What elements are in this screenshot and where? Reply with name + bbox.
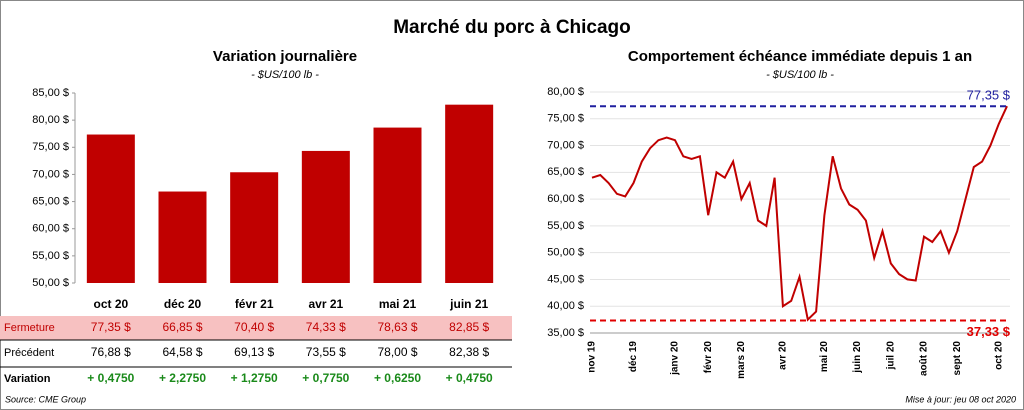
row-label: Variation [4, 373, 51, 385]
x-tick-label: juin 21 [449, 297, 488, 311]
table-cell: 70,40 $ [234, 320, 274, 334]
y-tick-label: 60,00 $ [32, 223, 69, 235]
x-tick-label: mars 20 [736, 341, 747, 379]
table-cell: 73,55 $ [306, 345, 346, 359]
table-cell: + 0,4750 [446, 371, 493, 385]
y-tick-label: 50,00 $ [547, 247, 584, 259]
y-tick-label: 70,00 $ [32, 168, 69, 180]
y-tick-label: 45,00 $ [547, 273, 584, 285]
x-tick-label: oct 20 [993, 341, 1004, 370]
table-cell: + 0,4750 [87, 371, 134, 385]
chart-title: Comportement échéance immédiate depuis 1… [628, 48, 972, 65]
row-label: Fermeture [4, 322, 55, 334]
y-tick-label: 55,00 $ [32, 250, 69, 262]
x-tick-label: nov 19 [587, 341, 598, 373]
table-cell: + 2,2750 [159, 371, 206, 385]
y-tick-label: 75,00 $ [32, 141, 69, 153]
chart-title: Variation journalière [213, 48, 357, 65]
x-tick-label: déc 20 [164, 297, 202, 311]
x-tick-label: févr 20 [703, 341, 714, 374]
x-tick-label: juin 20 [852, 341, 863, 374]
table-cell: 74,33 $ [306, 320, 346, 334]
chart-subtitle: - $US/100 lb - [766, 69, 834, 81]
y-tick-label: 85,00 $ [32, 87, 69, 99]
y-tick-label: 40,00 $ [547, 300, 584, 312]
table-cell: 78,63 $ [377, 320, 417, 334]
x-tick-label: mai 20 [819, 341, 830, 373]
row-label: Précédent [4, 347, 54, 359]
x-tick-label: août 20 [919, 341, 930, 376]
table-cell: 76,88 $ [91, 345, 131, 359]
bar [230, 172, 279, 283]
y-tick-label: 65,00 $ [32, 195, 69, 207]
y-tick-label: 65,00 $ [547, 166, 584, 178]
y-tick-label: 60,00 $ [547, 193, 584, 205]
source: Source: CME Group [5, 394, 86, 404]
reference-label: 77,35 $ [967, 88, 1011, 103]
table-cell: 69,13 $ [234, 345, 274, 359]
page-title: Marché du porc à Chicago [393, 17, 631, 38]
update-note: Mise à jour: jeu 08 oct 2020 [905, 394, 1016, 404]
table-cell: + 0,7750 [302, 371, 349, 385]
x-tick-label: févr 21 [235, 297, 274, 311]
table-cell: + 1,2750 [231, 371, 278, 385]
reference-label: 37,33 $ [967, 324, 1011, 339]
table-cell: 64,58 $ [162, 345, 202, 359]
x-tick-label: avr 21 [308, 297, 343, 311]
y-tick-label: 35,00 $ [547, 327, 584, 339]
x-tick-label: mai 21 [379, 297, 417, 311]
table-cell: 82,38 $ [449, 345, 489, 359]
chart-subtitle: - $US/100 lb - [251, 69, 319, 81]
table-cell: 66,85 $ [162, 320, 202, 334]
y-tick-label: 55,00 $ [547, 220, 584, 232]
bar [158, 191, 207, 283]
y-tick-label: 70,00 $ [547, 139, 584, 151]
x-tick-label: janv 20 [670, 341, 681, 376]
bar [301, 150, 350, 283]
y-tick-label: 80,00 $ [32, 114, 69, 126]
table-cell: 82,85 $ [449, 320, 489, 334]
x-tick-label: oct 20 [93, 297, 128, 311]
price-line [591, 105, 1008, 322]
bar [373, 127, 422, 283]
y-tick-label: 80,00 $ [547, 86, 584, 98]
table-cell: + 0,6250 [374, 371, 421, 385]
x-tick-label: sept 20 [952, 341, 963, 376]
row-highlight [0, 316, 512, 340]
table-cell: 77,35 $ [91, 320, 131, 334]
y-tick-label: 75,00 $ [547, 113, 584, 125]
x-tick-label: déc 19 [628, 341, 639, 373]
bar [86, 134, 135, 283]
x-tick-label: juil 20 [885, 341, 896, 371]
x-tick-label: avr 20 [778, 341, 789, 370]
table-cell: 78,00 $ [377, 345, 417, 359]
y-tick-label: 50,00 $ [32, 277, 69, 289]
bar [445, 104, 494, 284]
